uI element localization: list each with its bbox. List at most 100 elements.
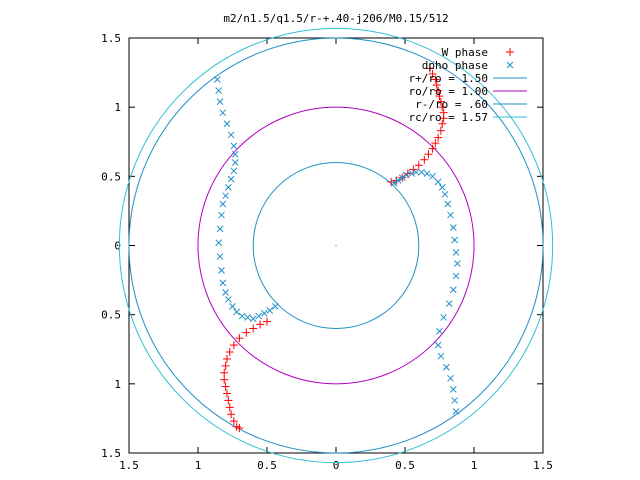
point-w-phase: [242, 328, 251, 337]
point-w-phase: [249, 324, 258, 333]
point-w-phase: [235, 334, 244, 343]
point-w-phase: [436, 126, 445, 135]
y-tick-label: 0: [114, 240, 121, 253]
point-dpho-phase: [229, 303, 236, 310]
point-dpho-phase: [390, 179, 398, 187]
point-dpho-phase: [227, 131, 235, 139]
point-dpho-phase: [447, 211, 454, 219]
point-w-phase: [224, 396, 233, 405]
x-tick-label: 0.5: [257, 459, 277, 472]
point-dpho-phase: [436, 327, 443, 335]
center-point: [335, 244, 337, 247]
point-dpho-phase: [444, 200, 452, 208]
y-tick-label: 1.5: [101, 32, 121, 45]
point-w-phase: [424, 150, 433, 159]
point-dpho-phase: [451, 236, 459, 244]
point-dpho-phase: [216, 253, 224, 260]
point-w-phase: [229, 341, 238, 350]
point-w-phase: [227, 410, 236, 419]
legend-label: ro/ro = 1.00: [409, 85, 488, 98]
point-dpho-phase: [454, 260, 461, 267]
x-tick-label: 1: [471, 459, 478, 472]
point-dpho-phase: [227, 175, 235, 183]
point-w-phase: [263, 317, 271, 326]
point-dpho-phase: [408, 170, 416, 177]
point-dpho-phase: [230, 142, 238, 150]
legend-label: r-/ro = .60: [415, 98, 488, 111]
point-w-phase: [506, 48, 514, 56]
point-w-phase: [235, 424, 244, 433]
point-dpho-phase: [452, 408, 460, 415]
x-tick-label: 0.5: [395, 459, 415, 472]
point-dpho-phase: [244, 314, 252, 321]
legend-label: W phase: [442, 46, 488, 59]
point-dpho-phase: [443, 363, 450, 371]
point-dpho-phase: [216, 98, 224, 105]
point-dpho-phase: [218, 267, 225, 274]
point-dpho-phase: [225, 296, 232, 303]
point-dpho-phase: [434, 178, 442, 186]
point-dpho-phase: [440, 314, 447, 321]
point-dpho-phase: [451, 397, 459, 404]
legend-label: dpho phase: [422, 59, 488, 72]
point-dpho-phase: [398, 174, 406, 182]
point-dpho-phase: [445, 300, 453, 307]
point-w-phase: [434, 133, 443, 142]
y-tick-label: 1: [114, 378, 121, 391]
point-w-phase: [221, 382, 230, 391]
legend-label: r+/ro = 1.50: [409, 72, 488, 85]
circle-1.5: [128, 37, 544, 454]
point-dpho-phase: [222, 192, 229, 200]
circle-1: [197, 106, 475, 385]
point-dpho-phase: [231, 150, 239, 158]
x-tick-label: 1.5: [119, 459, 139, 472]
point-w-phase: [222, 354, 231, 363]
point-w-phase: [220, 375, 229, 384]
point-w-phase: [414, 161, 423, 170]
point-dpho-phase: [412, 168, 420, 176]
legend-label: rc/ro = 1.57: [409, 111, 488, 124]
point-dpho-phase: [418, 168, 425, 176]
point-dpho-phase: [449, 286, 457, 294]
point-w-phase: [225, 403, 234, 412]
point-dpho-phase: [219, 109, 227, 117]
point-w-phase: [425, 64, 434, 73]
point-dpho-phase: [394, 177, 402, 184]
point-dpho-phase: [447, 374, 454, 382]
point-dpho-phase: [452, 272, 460, 280]
point-w-phase: [438, 103, 447, 112]
point-w-phase: [428, 144, 437, 153]
point-dpho-phase: [249, 315, 257, 323]
point-dpho-phase: [219, 279, 227, 287]
point-w-phase: [420, 155, 429, 164]
point-w-phase: [225, 348, 234, 357]
point-dpho-phase: [449, 224, 457, 231]
point-dpho-phase: [233, 308, 240, 316]
point-dpho-phase: [222, 289, 229, 296]
point-w-phase: [436, 97, 445, 106]
point-w-phase: [428, 69, 437, 78]
point-w-phase: [435, 92, 444, 101]
point-w-phase: [221, 361, 230, 370]
point-w-phase: [222, 389, 231, 398]
point-dpho-phase: [423, 170, 431, 177]
y-tick-label: 1: [114, 101, 121, 114]
point-dpho-phase: [216, 225, 224, 233]
point-w-phase: [229, 417, 238, 426]
y-tick-label: 0.5: [101, 309, 121, 322]
point-w-phase: [434, 86, 443, 95]
point-w-phase: [439, 108, 448, 117]
point-dpho-phase: [506, 61, 514, 69]
x-tick-label: 0: [333, 459, 340, 472]
x-tick-label: 1.5: [533, 459, 553, 472]
point-w-phase: [438, 119, 447, 128]
point-w-phase: [387, 177, 396, 186]
point-dpho-phase: [449, 386, 457, 393]
point-dpho-phase: [429, 172, 436, 180]
point-dpho-phase: [215, 87, 223, 94]
point-dpho-phase: [238, 312, 246, 320]
circle-1.57: [118, 27, 554, 464]
y-tick-label: 1.5: [101, 447, 121, 460]
point-w-phase: [432, 81, 441, 90]
